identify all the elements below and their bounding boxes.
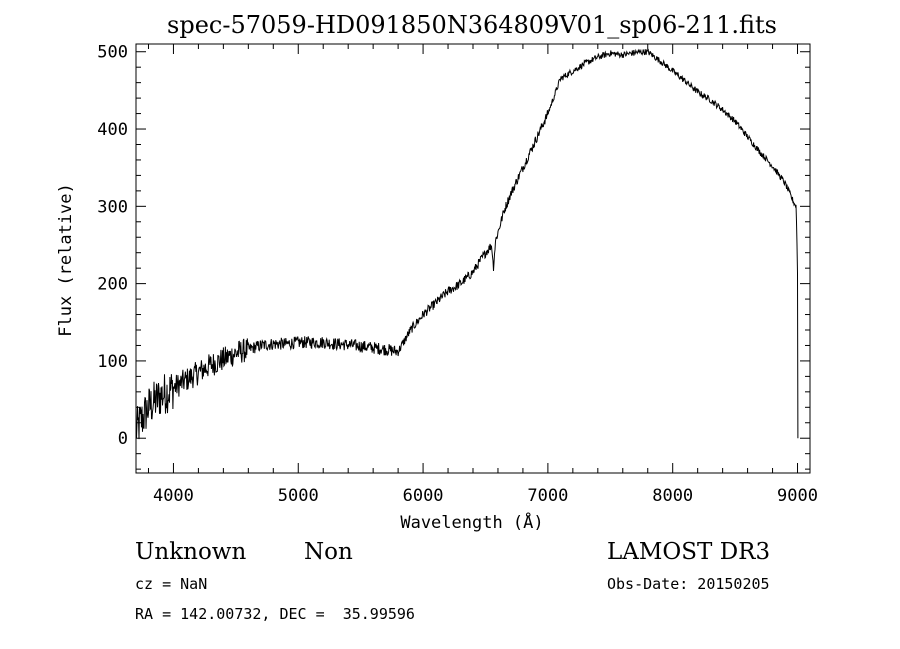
redshift-label: cz = NaN [135, 575, 207, 593]
x-tick-label: 9000 [777, 486, 818, 506]
spectrum-line [135, 48, 799, 440]
x-axis-label: Wavelength (Å) [400, 511, 543, 533]
y-tick-label: 300 [97, 197, 128, 217]
y-tick-labels: 0 100 200 300 400 500 [97, 43, 128, 449]
x-tick-labels: 4000 5000 6000 7000 8000 9000 [153, 486, 818, 506]
x-tick-label: 7000 [527, 486, 568, 506]
axis-ticks [136, 44, 810, 473]
y-tick-label: 0 [118, 429, 128, 449]
x-tick-label: 8000 [652, 486, 693, 506]
y-tick-label: 200 [97, 275, 128, 295]
y-tick-label: 500 [97, 43, 128, 63]
y-tick-label: 400 [97, 120, 128, 140]
chart-title: spec-57059-HD091850N364809V01_sp06-211.f… [167, 11, 777, 39]
plot-frame [135, 43, 811, 474]
object-class: Unknown [135, 539, 246, 565]
x-tick-label: 6000 [403, 486, 444, 506]
y-tick-label: 100 [97, 352, 128, 372]
y-axis-label: Flux (relative) [56, 183, 76, 337]
obs-date: Obs-Date: 20150205 [607, 575, 770, 593]
object-subclass: Non [304, 539, 353, 565]
survey-name: LAMOST DR3 [607, 539, 770, 565]
coordinates: RA = 142.00732, DEC = 35.99596 [135, 605, 415, 623]
x-tick-label: 4000 [153, 486, 194, 506]
x-tick-label: 5000 [278, 486, 319, 506]
